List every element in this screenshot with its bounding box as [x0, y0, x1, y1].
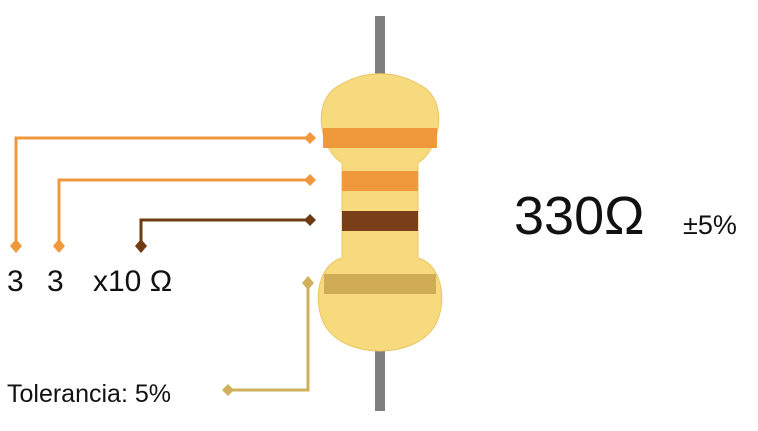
band-tolerance [324, 274, 436, 294]
resistance-value: 330Ω [514, 186, 644, 246]
leader-line-tolerance [228, 285, 310, 392]
diamond-multiplier-start [135, 239, 147, 253]
diamond-band-2-end [304, 174, 316, 186]
diamond-band-1-start [10, 239, 22, 253]
diamond-multiplier-end [304, 214, 316, 226]
leader-line-band-2 [57, 178, 308, 246]
diamond-tolerance-end [302, 276, 314, 290]
band-1 [323, 128, 437, 148]
band-2 [342, 171, 418, 191]
tolerance-label: Tolerancia: 5% [7, 380, 171, 408]
leader-line-multiplier [139, 218, 308, 246]
leader-line-band-1 [14, 136, 308, 246]
diamond-tolerance-start [222, 384, 234, 396]
multiplier-label: x10 Ω [93, 265, 172, 298]
diamond-band-1-end [304, 132, 316, 144]
diamond-band-2-start [53, 239, 65, 253]
top-lead [375, 16, 385, 86]
band-multiplier [342, 211, 418, 231]
digit-2-label: 3 [47, 265, 64, 298]
bottom-lead [375, 345, 385, 411]
digit-1-label: 3 [7, 265, 24, 298]
resistance-tolerance: ±5% [683, 210, 737, 240]
